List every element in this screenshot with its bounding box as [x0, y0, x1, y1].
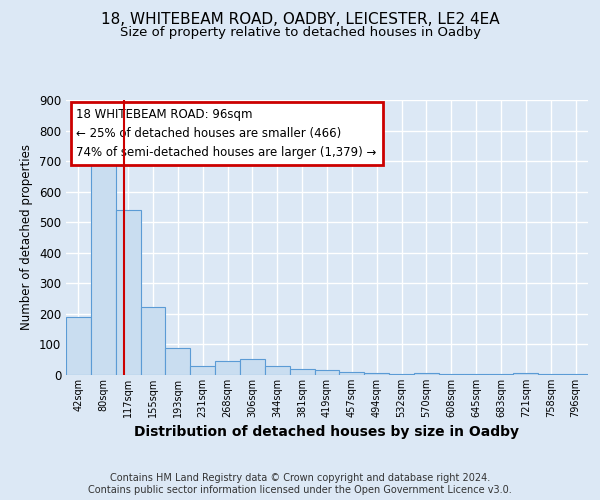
Bar [364, 374, 389, 375]
Bar [389, 374, 414, 375]
Text: Contains HM Land Registry data © Crown copyright and database right 2024.
Contai: Contains HM Land Registry data © Crown c… [88, 474, 512, 495]
Bar [116, 210, 140, 375]
Text: 18, WHITEBEAM ROAD, OADBY, LEICESTER, LE2 4EA: 18, WHITEBEAM ROAD, OADBY, LEICESTER, LE… [101, 12, 499, 28]
Bar [414, 372, 439, 375]
Bar [563, 374, 588, 375]
Y-axis label: Number of detached properties: Number of detached properties [20, 144, 34, 330]
Text: Size of property relative to detached houses in Oadby: Size of property relative to detached ho… [119, 26, 481, 39]
X-axis label: Distribution of detached houses by size in Oadby: Distribution of detached houses by size … [134, 426, 520, 440]
Bar [215, 360, 240, 375]
Bar [91, 160, 116, 375]
Bar [240, 359, 265, 375]
Bar [166, 348, 190, 375]
Bar [439, 374, 464, 375]
Bar [464, 374, 488, 375]
Bar [66, 317, 91, 375]
Bar [190, 366, 215, 375]
Bar [538, 374, 563, 375]
Bar [488, 374, 514, 375]
Bar [314, 370, 340, 375]
Bar [140, 307, 166, 375]
Bar [514, 373, 538, 375]
Bar [340, 372, 364, 375]
Bar [290, 369, 314, 375]
Bar [265, 366, 290, 375]
Text: 18 WHITEBEAM ROAD: 96sqm
← 25% of detached houses are smaller (466)
74% of semi-: 18 WHITEBEAM ROAD: 96sqm ← 25% of detach… [76, 108, 377, 159]
